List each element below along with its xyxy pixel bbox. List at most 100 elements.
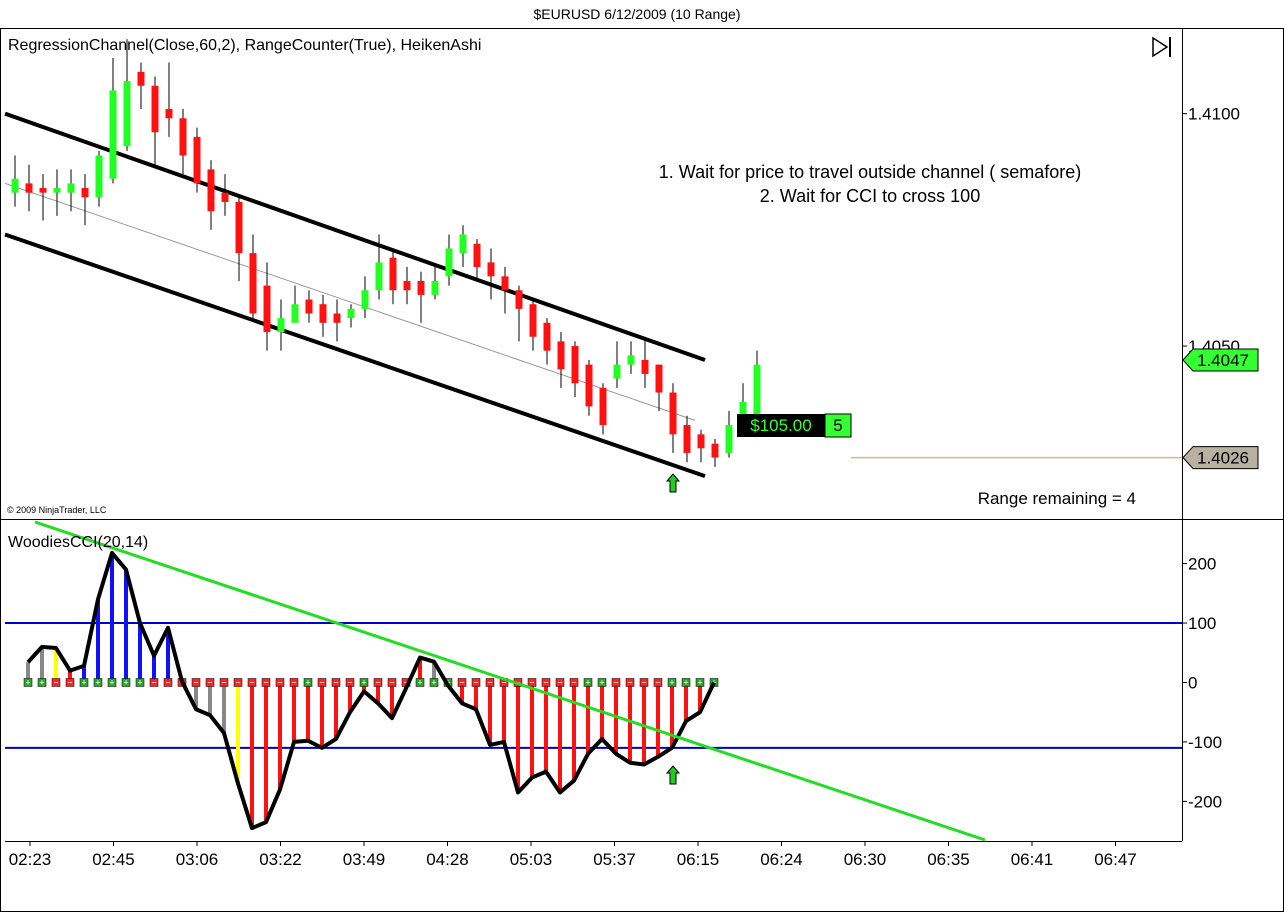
candle-body	[571, 346, 579, 384]
cci-zero-marker	[23, 678, 33, 687]
cci-zero-marker-symbol: +	[417, 677, 422, 687]
cci-zero-marker-symbol: −	[67, 677, 72, 687]
cci-zero-marker-symbol: −	[655, 677, 660, 687]
cci-zero-marker-symbol: −	[151, 677, 156, 687]
time-tick-label: 06:35	[927, 850, 970, 869]
cci-zero-markers: ++−−+++++−−−−−−−−−−−+−−−+−−−+++−−−−−−−−−…	[23, 677, 719, 687]
cci-zero-marker	[359, 678, 369, 687]
candle-body	[557, 341, 565, 370]
cci-panel[interactable]: ++−−+++++−−−−−−−−−−−+−−−+−−−+++−−−−−−−−−…	[5, 520, 1182, 842]
cci-zero-marker-symbol: +	[95, 677, 100, 687]
cci-zero-marker-symbol: −	[613, 677, 618, 687]
cci-zero-marker-symbol: +	[137, 677, 142, 687]
cci-zero-marker-symbol: +	[697, 677, 702, 687]
cci-zero-marker	[163, 678, 173, 687]
cci-zero-marker-symbol: +	[109, 677, 114, 687]
candle-body	[683, 425, 691, 453]
cci-tick-label: 0	[1188, 673, 1197, 692]
cci-zero-marker-symbol: +	[81, 677, 86, 687]
time-tick-label: 03:49	[343, 850, 386, 869]
cci-zero-marker	[303, 678, 313, 687]
price-indicator-label: RegressionChannel(Close,60,2), RangeCoun…	[8, 37, 481, 54]
cci-zero-marker	[275, 678, 285, 687]
candle-body	[179, 118, 187, 156]
candle-body	[543, 322, 551, 351]
cci-tick-label: 200	[1188, 555, 1216, 574]
cci-zero-marker	[51, 678, 61, 687]
candle-body	[193, 136, 201, 184]
cci-trend-line-segment	[34, 520, 986, 842]
candle-body	[655, 364, 663, 393]
cci-zero-marker	[205, 678, 215, 687]
time-tick-label: 02:45	[92, 850, 135, 869]
candle-body	[319, 304, 327, 323]
candle-body	[81, 188, 89, 198]
candle-body	[641, 359, 649, 374]
cci-zero-marker-symbol: −	[165, 677, 170, 687]
candle-body	[459, 234, 467, 254]
price-markers: 1.4047 1.4026	[1182, 348, 1259, 470]
candle-body	[669, 392, 677, 435]
cci-zero-marker-symbol: −	[641, 677, 646, 687]
cci-zero-marker-symbol: −	[501, 677, 506, 687]
cci-zero-marker-symbol: +	[305, 677, 310, 687]
channel-upper-line	[4, 111, 706, 362]
cci-zero-marker	[121, 678, 131, 687]
candle-body	[109, 90, 117, 179]
cci-zero-marker	[639, 678, 649, 687]
annotation-step-2: 2. Wait for CCI to cross 100	[760, 186, 980, 206]
chart-frame	[0, 28, 1284, 912]
cci-zero-marker	[583, 678, 593, 687]
candle-body	[95, 155, 103, 198]
position-pnl-box	[737, 414, 825, 437]
position-box[interactable]: $105.00 5	[737, 413, 852, 438]
cci-zero-marker-symbol: +	[25, 677, 30, 687]
channel-lower-line	[4, 232, 706, 479]
cci-zero-marker-symbol: −	[571, 677, 576, 687]
candle-body	[235, 201, 243, 254]
cci-zero-marker	[555, 678, 565, 687]
cci-zero-marker-symbol: −	[263, 677, 268, 687]
cci-zero-marker-symbol: −	[53, 677, 58, 687]
cci-line	[26, 550, 716, 831]
candle-body	[305, 299, 313, 314]
cci-zero-marker	[219, 678, 229, 687]
regression-channel	[4, 111, 706, 479]
candle-body	[165, 109, 173, 119]
candle-body	[67, 183, 75, 193]
candle-body	[221, 192, 229, 202]
cci-zero-marker-symbol: −	[347, 677, 352, 687]
candle-body	[347, 308, 355, 319]
cci-zero-marker-symbol: +	[599, 677, 604, 687]
candle-body	[151, 85, 159, 133]
cci-zero-marker	[93, 678, 103, 687]
skip-to-end-icon[interactable]	[1152, 36, 1171, 58]
candle-body	[123, 81, 131, 147]
chart-title: $EURUSD 6/12/2009 (10 Range)	[533, 6, 740, 22]
cci-zero-marker-symbol: +	[123, 677, 128, 687]
cci-zero-marker	[597, 678, 607, 687]
cci-zero-marker	[625, 678, 635, 687]
cci-zero-marker-symbol: +	[585, 677, 590, 687]
candle-body	[599, 387, 607, 426]
cci-zero-marker-symbol: −	[207, 677, 212, 687]
candle-body	[53, 188, 61, 193]
position-pnl: $105.00	[750, 416, 811, 435]
current-price-marker: 1.4047	[1197, 351, 1249, 370]
cci-zero-marker	[65, 678, 75, 687]
price-panel[interactable]	[4, 39, 761, 479]
time-axis: 02:23 02:45 03:06 03:22 03:49 04:28 05:03 05:37…	[9, 841, 1137, 869]
cci-zero-marker	[37, 678, 47, 687]
candle-body	[725, 425, 733, 453]
cci-zero-marker-symbol: +	[683, 677, 688, 687]
candle-body	[403, 280, 411, 291]
candle-body	[445, 248, 453, 277]
candle-body	[11, 178, 19, 193]
cci-zero-marker-symbol: −	[459, 677, 464, 687]
cci-zero-marker-symbol: +	[39, 677, 44, 687]
candle-body	[515, 290, 523, 309]
cci-zero-marker	[527, 678, 537, 687]
candle-body	[291, 304, 299, 323]
